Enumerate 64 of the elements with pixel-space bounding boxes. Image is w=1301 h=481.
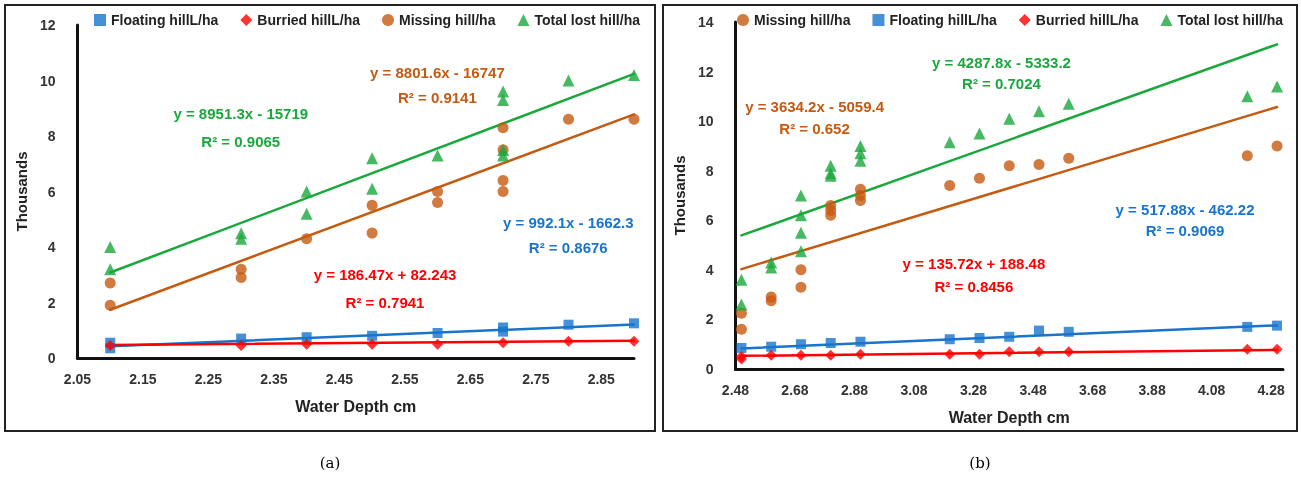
x-tick-label: 2.85 [587, 371, 616, 387]
x-tick-label: 2.75 [522, 371, 550, 387]
y-tick-label: 12 [39, 17, 56, 33]
x-tick-label: 3.28 [959, 382, 988, 398]
annotation: R² = 0.9065 [201, 133, 281, 151]
y-tick-label: 8 [47, 128, 56, 144]
x-tick-label: 2.65 [456, 371, 485, 387]
y-tick-label: 0 [47, 350, 56, 366]
x-tick-label: 2.45 [325, 371, 354, 387]
y-tick-label: 0 [705, 361, 714, 377]
x-tick-label: 3.88 [1138, 382, 1166, 398]
y-tick-label: 10 [39, 72, 56, 89]
x-tick-label: 2.55 [391, 371, 419, 387]
x-tick-label: 4.08 [1197, 382, 1226, 398]
legend-label: Burried hillL/ha [1035, 12, 1139, 28]
annotation: y = 4287.8x - 5333.2 [932, 53, 1071, 71]
legend-label: Missing hill/ha [754, 12, 851, 28]
x-tick-label: 2.68 [781, 382, 809, 398]
annotation: R² = 0.9141 [397, 88, 477, 106]
x-tick-label: 3.08 [900, 382, 928, 398]
x-axis-title: Water Depth cm [948, 408, 1070, 426]
x-tick-label: 2.15 [129, 371, 157, 387]
x-tick-label: 2.88 [840, 382, 869, 398]
x-tick-label: 3.48 [1019, 382, 1047, 398]
y-tick-label: 8 [705, 162, 714, 179]
legend-label: Total lost hill/ha [534, 12, 641, 28]
text: (a) [318, 454, 342, 472]
text: (b) [968, 454, 992, 472]
y-axis-title: Thousands [13, 151, 30, 232]
annotation: y = 8801.6x - 16747 [370, 63, 505, 81]
y-tick-label: 14 [697, 14, 714, 30]
annotation: R² = 0.8456 [934, 277, 1014, 295]
legend-label: Missing hill/ha [399, 12, 496, 28]
y-tick-label: 6 [705, 212, 714, 229]
y-tick-label: 12 [697, 63, 714, 80]
legend-label: Total lost hill/ha [1177, 12, 1284, 28]
x-tick-label: 2.25 [194, 371, 223, 387]
annotation: R² = 0.7024 [962, 75, 1042, 93]
x-axis-title: Water Depth cm [295, 397, 417, 415]
y-tick-label: 4 [47, 239, 56, 255]
x-tick-label: 4.28 [1257, 382, 1285, 398]
y-tick-label: 4 [705, 261, 714, 278]
y-tick-label: 2 [705, 311, 714, 328]
annotation: R² = 0.8676 [528, 238, 608, 256]
legend-label: Burried hillL/ha [257, 12, 361, 28]
annotation: y = 135.72x + 188.48 [902, 254, 1046, 272]
x-tick-label: 2.05 [63, 371, 92, 387]
legend-label: Floating hillL/ha [889, 12, 997, 28]
y-tick-label: 2 [47, 294, 56, 311]
x-tick-label: 3.68 [1078, 382, 1107, 398]
annotation: y = 8951.3x - 15719 [173, 105, 309, 123]
x-tick-label: 2.35 [260, 371, 288, 387]
y-axis-title: Thousands [671, 155, 688, 236]
annotation: y = 186.47x + 82.243 [313, 266, 457, 284]
annotation: R² = 0.7941 [345, 293, 425, 311]
annotation: y = 3634.2x - 5059.4 [745, 98, 885, 116]
x-tick-label: 2.48 [721, 382, 750, 398]
y-tick-label: 10 [697, 113, 714, 130]
annotation: R² = 0.652 [779, 120, 850, 137]
annotation: y = 992.1x - 1662.3 [503, 213, 634, 231]
y-tick-label: 6 [47, 183, 56, 200]
annotation: y = 517.88x - 462.22 [1115, 201, 1255, 219]
annotation: R² = 0.9069 [1145, 222, 1225, 240]
legend-label: Floating hillL/ha [111, 12, 219, 28]
